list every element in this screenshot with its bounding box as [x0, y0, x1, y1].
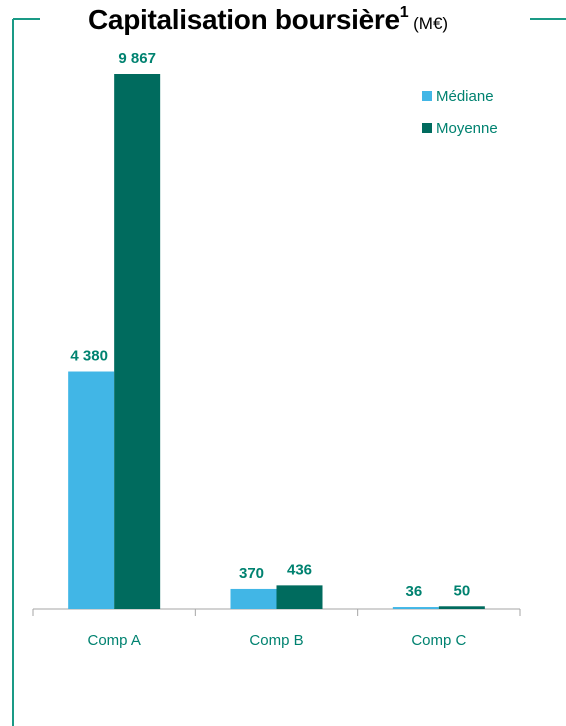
bar-mdiane-comp-b: [230, 588, 277, 609]
legend-label-mediane: Médiane: [436, 87, 494, 105]
title-footnote-marker: 1: [399, 4, 409, 21]
value-label: 436: [287, 561, 312, 578]
legend: Médiane Moyenne: [422, 86, 498, 150]
bar-mdiane-comp-c: [392, 607, 439, 609]
chart-title-text: Capitalisation boursière: [88, 4, 400, 35]
value-label: 36: [405, 583, 422, 600]
value-labels: 4 380 9 867 370 436 36 50: [70, 50, 470, 600]
bars: [68, 74, 485, 609]
legend-swatch-mediane: [422, 91, 432, 101]
value-label: 50: [453, 582, 470, 599]
chart-unit: (M€): [413, 14, 449, 33]
value-label: 4 380: [70, 348, 108, 365]
bar-mdiane-comp-a: [68, 371, 115, 609]
bar-moyenne-comp-a: [114, 74, 161, 609]
value-label: 9 867: [118, 50, 156, 67]
legend-item-moyenne: Moyenne: [422, 118, 498, 138]
category-labels: Comp A Comp B Comp C: [87, 632, 466, 649]
legend-swatch-moyenne: [422, 123, 432, 133]
value-label: 370: [239, 565, 264, 582]
category-label: Comp C: [411, 632, 466, 649]
category-label: Comp B: [249, 632, 303, 649]
category-label: Comp A: [87, 632, 140, 649]
chart-title: Capitalisation boursière1 (M€): [88, 4, 528, 36]
frame-lines: [12, 18, 566, 726]
x-axis-ticks: [32, 609, 521, 616]
bar-moyenne-comp-c: [438, 606, 485, 609]
legend-label-moyenne: Moyenne: [436, 119, 498, 137]
legend-item-mediane: Médiane: [422, 86, 498, 106]
bar-moyenne-comp-b: [276, 585, 323, 609]
